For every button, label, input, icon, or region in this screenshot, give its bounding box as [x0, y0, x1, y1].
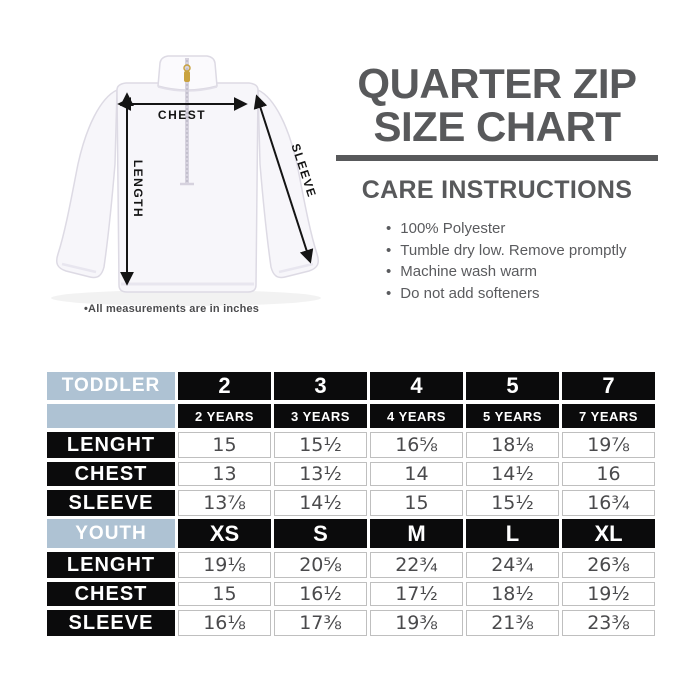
table-cell: 16¾ [562, 490, 655, 516]
table-row: SLEEVE 16⅛ 17⅜ 19⅜ 21⅜ 23⅜ [47, 610, 655, 636]
table-cell: 13 [178, 462, 271, 486]
table-cell: 17⅜ [274, 610, 367, 636]
table-cell: 16½ [274, 582, 367, 606]
table-cell: 23⅜ [562, 610, 655, 636]
left-sleeve [55, 88, 118, 279]
quarter-zip-illustration: CHEST LENGTH SLEEVE [51, 55, 321, 306]
table-cell: 15 [178, 432, 271, 458]
row-label: SLEEVE [47, 610, 175, 636]
table-row: CHEST 13 13½ 14 14½ 16 [47, 462, 655, 486]
youth-size-col: XS [178, 519, 271, 548]
table-cell: 19½ [562, 582, 655, 606]
youth-size-col: M [370, 519, 463, 548]
toddler-group-label: TODDLER [47, 372, 175, 400]
toddler-years-col: 7 YEARS [562, 404, 655, 428]
table-cell: 13½ [274, 462, 367, 486]
table-cell: 26⅜ [562, 552, 655, 578]
table-row: LENGHT 15 15½ 16⅝ 18⅛ 19⅞ [47, 432, 655, 458]
table-cell: 13⅞ [178, 490, 271, 516]
toddler-size-col: 7 [562, 372, 655, 400]
table-cell: 14½ [274, 490, 367, 516]
table-cell: 15 [178, 582, 271, 606]
toddler-size-col: 5 [466, 372, 559, 400]
toddler-years-col: 4 YEARS [370, 404, 463, 428]
sleeve-arrow [253, 94, 314, 264]
length-arrow-label: LENGTH [131, 160, 145, 218]
youth-size-col: L [466, 519, 559, 548]
toddler-subheader-row: 2 YEARS 3 YEARS 4 YEARS 5 YEARS 7 YEARS [47, 404, 655, 428]
measurements-note: •All measurements are in inches [84, 303, 260, 315]
table-row: SLEEVE 13⅞ 14½ 15 15½ 16¾ [47, 490, 655, 516]
table-cell: 15½ [274, 432, 367, 458]
title-divider [336, 155, 658, 161]
table-cell: 14 [370, 462, 463, 486]
row-label: SLEEVE [47, 490, 175, 516]
youth-header-row: YOUTH XS S M L XL [47, 519, 655, 548]
youth-size-table: YOUTH XS S M L XL LENGHT 19⅛ 20⅝ 22¾ 24¾… [44, 515, 658, 640]
youth-size-col: XL [562, 519, 655, 548]
youth-group-label: YOUTH [47, 519, 175, 548]
toddler-years-col: 2 YEARS [178, 404, 271, 428]
youth-size-col: S [274, 519, 367, 548]
table-cell: 16⅝ [370, 432, 463, 458]
table-cell: 18⅛ [466, 432, 559, 458]
table-cell: 24¾ [466, 552, 559, 578]
table-cell: 19⅞ [562, 432, 655, 458]
table-cell: 14½ [466, 462, 559, 486]
table-cell: 16 [562, 462, 655, 486]
care-item: 100% Polyester [386, 218, 658, 240]
toddler-size-col: 4 [370, 372, 463, 400]
shirt-shadow [51, 290, 321, 306]
care-instructions-list: 100% Polyester Tumble dry low. Remove pr… [336, 218, 658, 304]
shirt-body [116, 82, 259, 293]
toddler-size-col: 3 [274, 372, 367, 400]
table-cell: 20⅝ [274, 552, 367, 578]
row-label: CHEST [47, 462, 175, 486]
table-row: LENGHT 19⅛ 20⅝ 22¾ 24¾ 26⅜ [47, 552, 655, 578]
care-item: Machine wash warm [386, 261, 658, 283]
table-cell: 17½ [370, 582, 463, 606]
table-cell: 21⅜ [466, 610, 559, 636]
table-cell: 19⅛ [178, 552, 271, 578]
garment-diagram: CHEST LENGTH SLEEVE [20, 48, 340, 310]
table-cell: 18½ [466, 582, 559, 606]
care-item: Do not add softeners [386, 283, 658, 305]
toddler-years-col: 3 YEARS [274, 404, 367, 428]
zipper-pull [184, 71, 190, 82]
table-cell: 16⅛ [178, 610, 271, 636]
table-cell: 15½ [466, 490, 559, 516]
row-label: LENGHT [47, 432, 175, 458]
toddler-header-row: TODDLER 2 3 4 5 7 [47, 372, 655, 400]
toddler-subheader-spacer [47, 404, 175, 428]
row-label: LENGHT [47, 552, 175, 578]
table-row: CHEST 15 16½ 17½ 18½ 19½ [47, 582, 655, 606]
page-title-line1: QUARTER ZIP [357, 60, 637, 107]
cuff-seams [61, 262, 314, 274]
chest-arrow-label: CHEST [158, 108, 206, 122]
care-item: Tumble dry low. Remove promptly [386, 240, 658, 262]
toddler-size-col: 2 [178, 372, 271, 400]
table-cell: 22¾ [370, 552, 463, 578]
row-label: CHEST [47, 582, 175, 606]
table-cell: 19⅜ [370, 610, 463, 636]
page-title: QUARTER ZIP SIZE CHART [336, 62, 658, 148]
toddler-years-col: 5 YEARS [466, 404, 559, 428]
header-block: QUARTER ZIP SIZE CHART CARE INSTRUCTIONS… [336, 62, 658, 304]
care-instructions-title: CARE INSTRUCTIONS [361, 176, 633, 204]
toddler-size-table: TODDLER 2 3 4 5 7 2 YEARS 3 YEARS 4 YEAR… [44, 368, 658, 520]
table-cell: 15 [370, 490, 463, 516]
page-title-line2: SIZE CHART [373, 103, 622, 150]
